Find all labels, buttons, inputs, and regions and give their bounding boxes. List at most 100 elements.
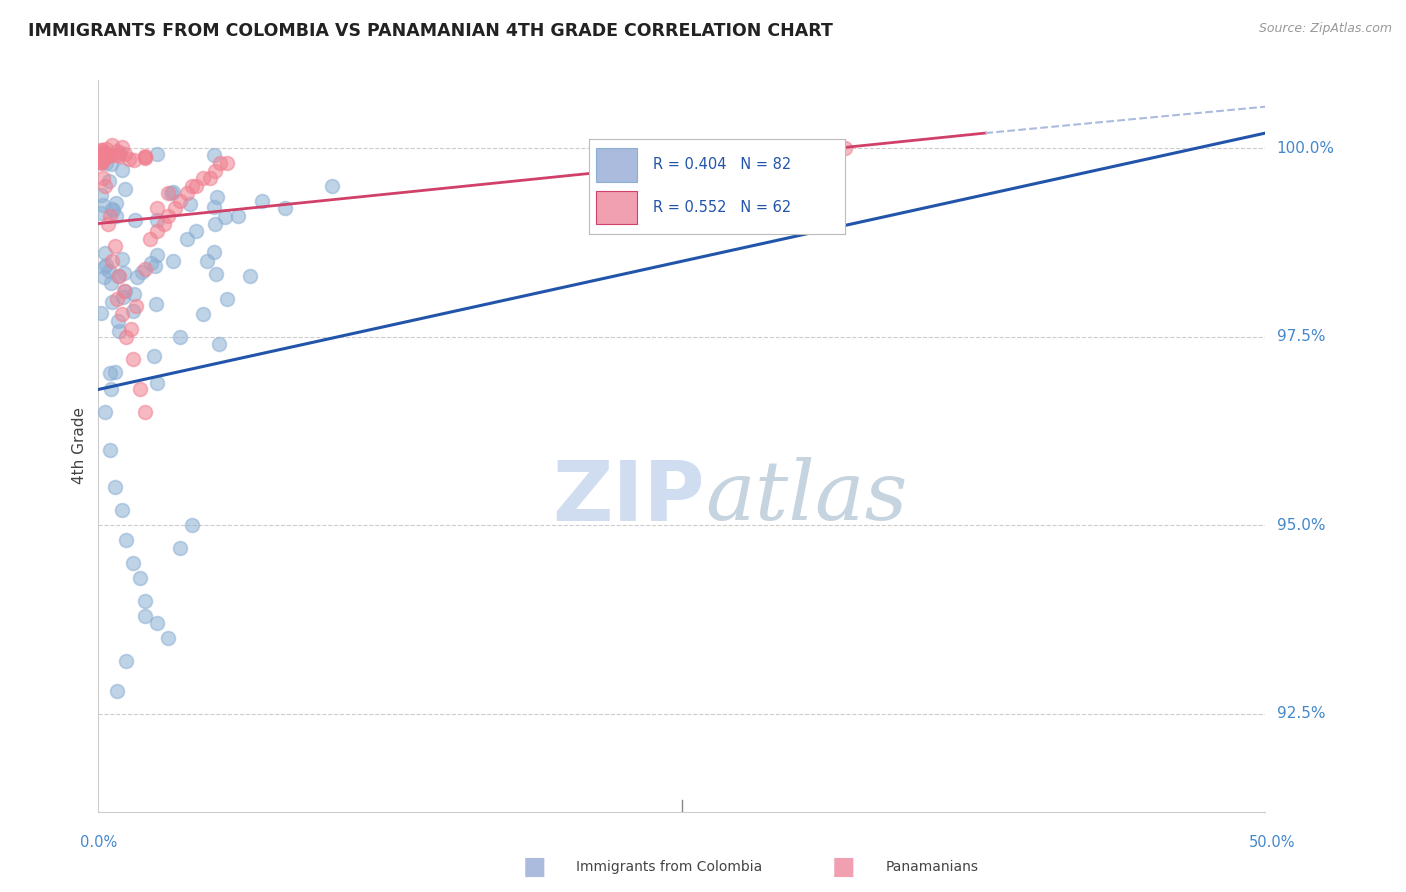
Point (112, 290, 135, 304)
Text: 50.0%: 50.0% (1249, 836, 1296, 850)
Point (111, 252, 134, 267)
Point (169, 194, 191, 208)
Point (146, 376, 169, 391)
Point (90, 155, 112, 169)
Point (90, 305, 112, 319)
Point (145, 297, 167, 311)
Point (134, 405, 156, 419)
Point (129, 383, 152, 397)
Text: ■: ■ (523, 855, 546, 879)
Point (111, 140, 134, 154)
Point (129, 571, 152, 585)
Point (134, 593, 156, 607)
Point (100, 382, 122, 396)
Point (108, 324, 131, 338)
Point (208, 336, 231, 351)
Point (104, 364, 127, 378)
Point (228, 209, 250, 223)
Point (111, 503, 134, 517)
Point (96, 156, 118, 170)
Point (122, 153, 145, 167)
Point (118, 153, 141, 167)
Point (186, 224, 208, 238)
Point (104, 480, 127, 494)
Point (90, 206, 112, 220)
Point (146, 248, 169, 262)
Point (97, 217, 120, 231)
Text: ZIP: ZIP (553, 457, 706, 538)
Point (134, 608, 156, 623)
Point (125, 300, 148, 314)
Point (111, 162, 134, 177)
Point (143, 259, 166, 273)
Point (94, 258, 117, 272)
Point (139, 232, 162, 246)
Point (139, 256, 162, 270)
Point (122, 352, 145, 367)
Point (134, 149, 156, 163)
Point (134, 261, 156, 276)
Point (195, 253, 218, 268)
Point (204, 268, 226, 282)
Point (180, 178, 202, 193)
Point (94, 146, 117, 161)
Point (202, 245, 225, 260)
Point (90, 146, 112, 161)
Point (98, 442, 121, 457)
Point (180, 518, 202, 533)
Point (146, 212, 169, 227)
Point (97, 148, 120, 162)
Point (90, 147, 112, 161)
Text: 92.5%: 92.5% (1277, 706, 1324, 722)
Point (98, 263, 121, 277)
Point (93, 146, 115, 161)
Point (122, 556, 145, 570)
Point (165, 202, 187, 216)
Point (114, 284, 136, 298)
Point (94, 405, 117, 419)
Point (169, 329, 191, 343)
Text: 97.5%: 97.5% (1277, 329, 1324, 344)
Text: IMMIGRANTS FROM COLOMBIA VS PANAMANIAN 4TH GRADE CORRELATION CHART: IMMIGRANTS FROM COLOMBIA VS PANAMANIAN 4… (28, 22, 832, 40)
Point (202, 148, 225, 162)
Point (162, 186, 184, 200)
Point (100, 277, 122, 291)
Point (215, 292, 238, 306)
Point (274, 202, 297, 216)
Point (115, 533, 138, 548)
Point (115, 329, 138, 343)
Text: 100.0%: 100.0% (1277, 141, 1334, 155)
FancyBboxPatch shape (596, 191, 637, 225)
Point (94, 178, 117, 193)
Point (186, 178, 208, 193)
Point (134, 150, 156, 164)
Point (120, 322, 142, 336)
Point (107, 148, 129, 162)
Point (202, 200, 225, 214)
Point (121, 304, 143, 318)
Point (91, 144, 114, 158)
Point (208, 156, 231, 170)
Text: ■: ■ (832, 855, 855, 879)
Point (96, 142, 118, 156)
Text: R = 0.404   N = 82: R = 0.404 N = 82 (652, 157, 792, 172)
Text: 0.0%: 0.0% (80, 836, 117, 850)
Point (90, 155, 112, 169)
Point (98, 209, 121, 223)
Point (98, 366, 121, 380)
Point (146, 224, 169, 238)
Point (157, 632, 180, 646)
Point (90, 188, 112, 202)
Point (97, 148, 120, 162)
Text: Panamanians: Panamanians (886, 860, 979, 874)
Text: 95.0%: 95.0% (1277, 517, 1324, 533)
Point (104, 239, 127, 253)
Point (93, 269, 115, 284)
Point (204, 217, 226, 231)
Point (114, 182, 136, 196)
Point (157, 209, 180, 223)
Y-axis label: 4th Grade: 4th Grade (72, 408, 87, 484)
Point (90, 146, 112, 161)
Point (107, 269, 129, 284)
FancyBboxPatch shape (596, 148, 637, 182)
